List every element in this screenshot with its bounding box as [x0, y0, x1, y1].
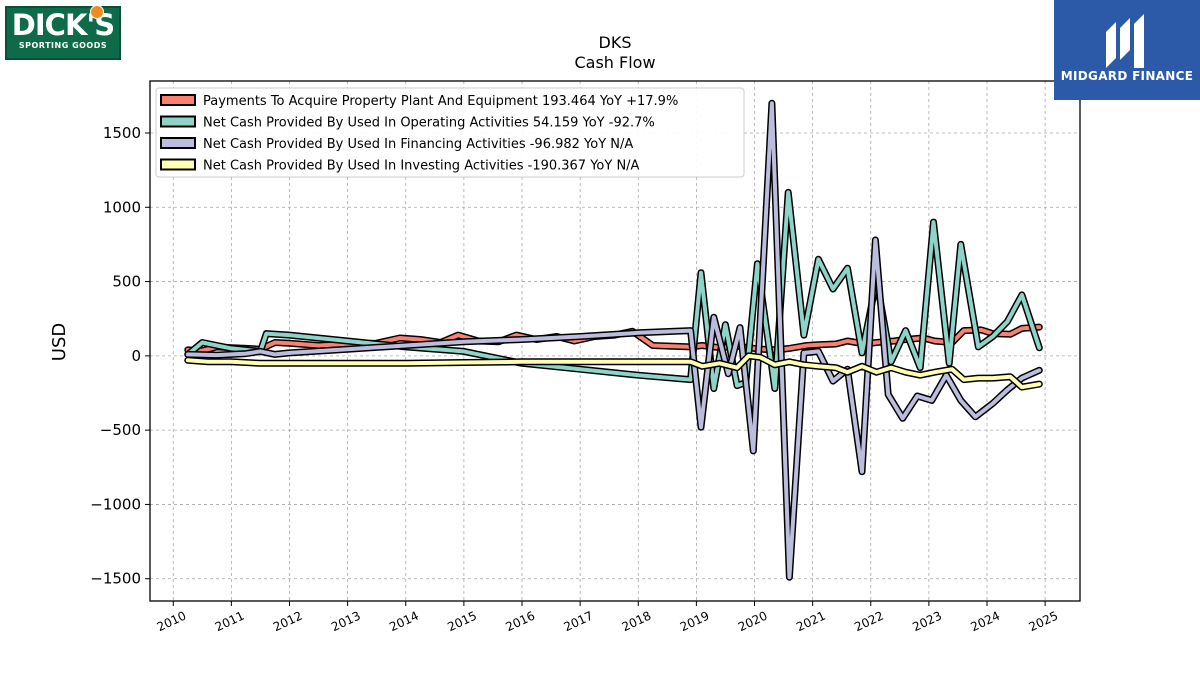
dicks-logo-subtitle: SPORTING GOODS	[18, 41, 108, 50]
plot-frame	[149, 80, 1081, 602]
midgard-m-icon	[1106, 14, 1144, 68]
series-lines	[184, 99, 1043, 581]
x-tick-label: 2019	[678, 609, 712, 635]
legend-box	[155, 87, 745, 178]
x-tick-label: 2013	[329, 609, 363, 635]
y-tick-label: 500	[112, 273, 141, 291]
midgard-finance-logo: MIDGARD FINANCE	[1054, 0, 1200, 100]
x-tick-label: 2021	[794, 609, 828, 635]
y-tick-label: −500	[100, 421, 141, 439]
x-tick-label: 2010	[155, 609, 189, 635]
chart-subtitle: Cash Flow	[574, 53, 655, 72]
x-tick-label: 2015	[445, 609, 479, 635]
legend-swatch	[160, 94, 196, 106]
y-tick-label: 1500	[103, 124, 141, 142]
legend-swatch	[160, 137, 196, 149]
x-tick-label: 2016	[504, 609, 538, 635]
legend-entry: Payments To Acquire Property Plant And E…	[203, 94, 678, 109]
legend-swatch	[160, 158, 196, 171]
legend-entry: Net Cash Provided By Used In Financing A…	[203, 137, 633, 152]
series-line	[185, 190, 1042, 391]
x-tick-label: 2024	[969, 609, 1003, 635]
axis-ticks: 2010 2011 2012 2013 2014 2015 2016 2017 2018 2019…	[90, 124, 1060, 634]
x-tick-label: 2025	[1027, 609, 1061, 635]
x-tick-label: 2020	[736, 609, 770, 635]
basketball-icon	[90, 5, 104, 19]
series-line	[185, 325, 1042, 353]
legend: Payments To Acquire Property Plant And E…	[155, 87, 745, 178]
x-tick-label: 2014	[387, 609, 421, 635]
x-tick-label: 2018	[620, 609, 654, 635]
y-axis-label: USD	[49, 323, 70, 361]
y-tick-label: 1000	[103, 198, 141, 216]
legend-entry: Net Cash Provided By Used In Investing A…	[203, 159, 640, 174]
legend-entry: Net Cash Provided By Used In Operating A…	[203, 116, 655, 131]
y-tick-label: −1000	[90, 495, 141, 513]
x-tick-label: 2023	[910, 609, 944, 635]
x-tick-label: 2012	[271, 609, 305, 635]
x-tick-label: 2022	[852, 609, 886, 635]
y-tick-label: −1500	[90, 570, 141, 588]
dicks-logo: DICK'S SPORTING GOODS	[5, 5, 121, 60]
midgard-finance-name: MIDGARD FINANCE	[1060, 69, 1194, 83]
legend-swatch	[160, 115, 196, 128]
series-line	[185, 353, 1042, 390]
x-tick-label: 2011	[213, 609, 247, 635]
y-tick-label: 0	[131, 347, 141, 365]
series-line	[185, 101, 1042, 580]
chart-title: DKS	[599, 33, 632, 52]
x-tick-label: 2017	[562, 609, 596, 635]
